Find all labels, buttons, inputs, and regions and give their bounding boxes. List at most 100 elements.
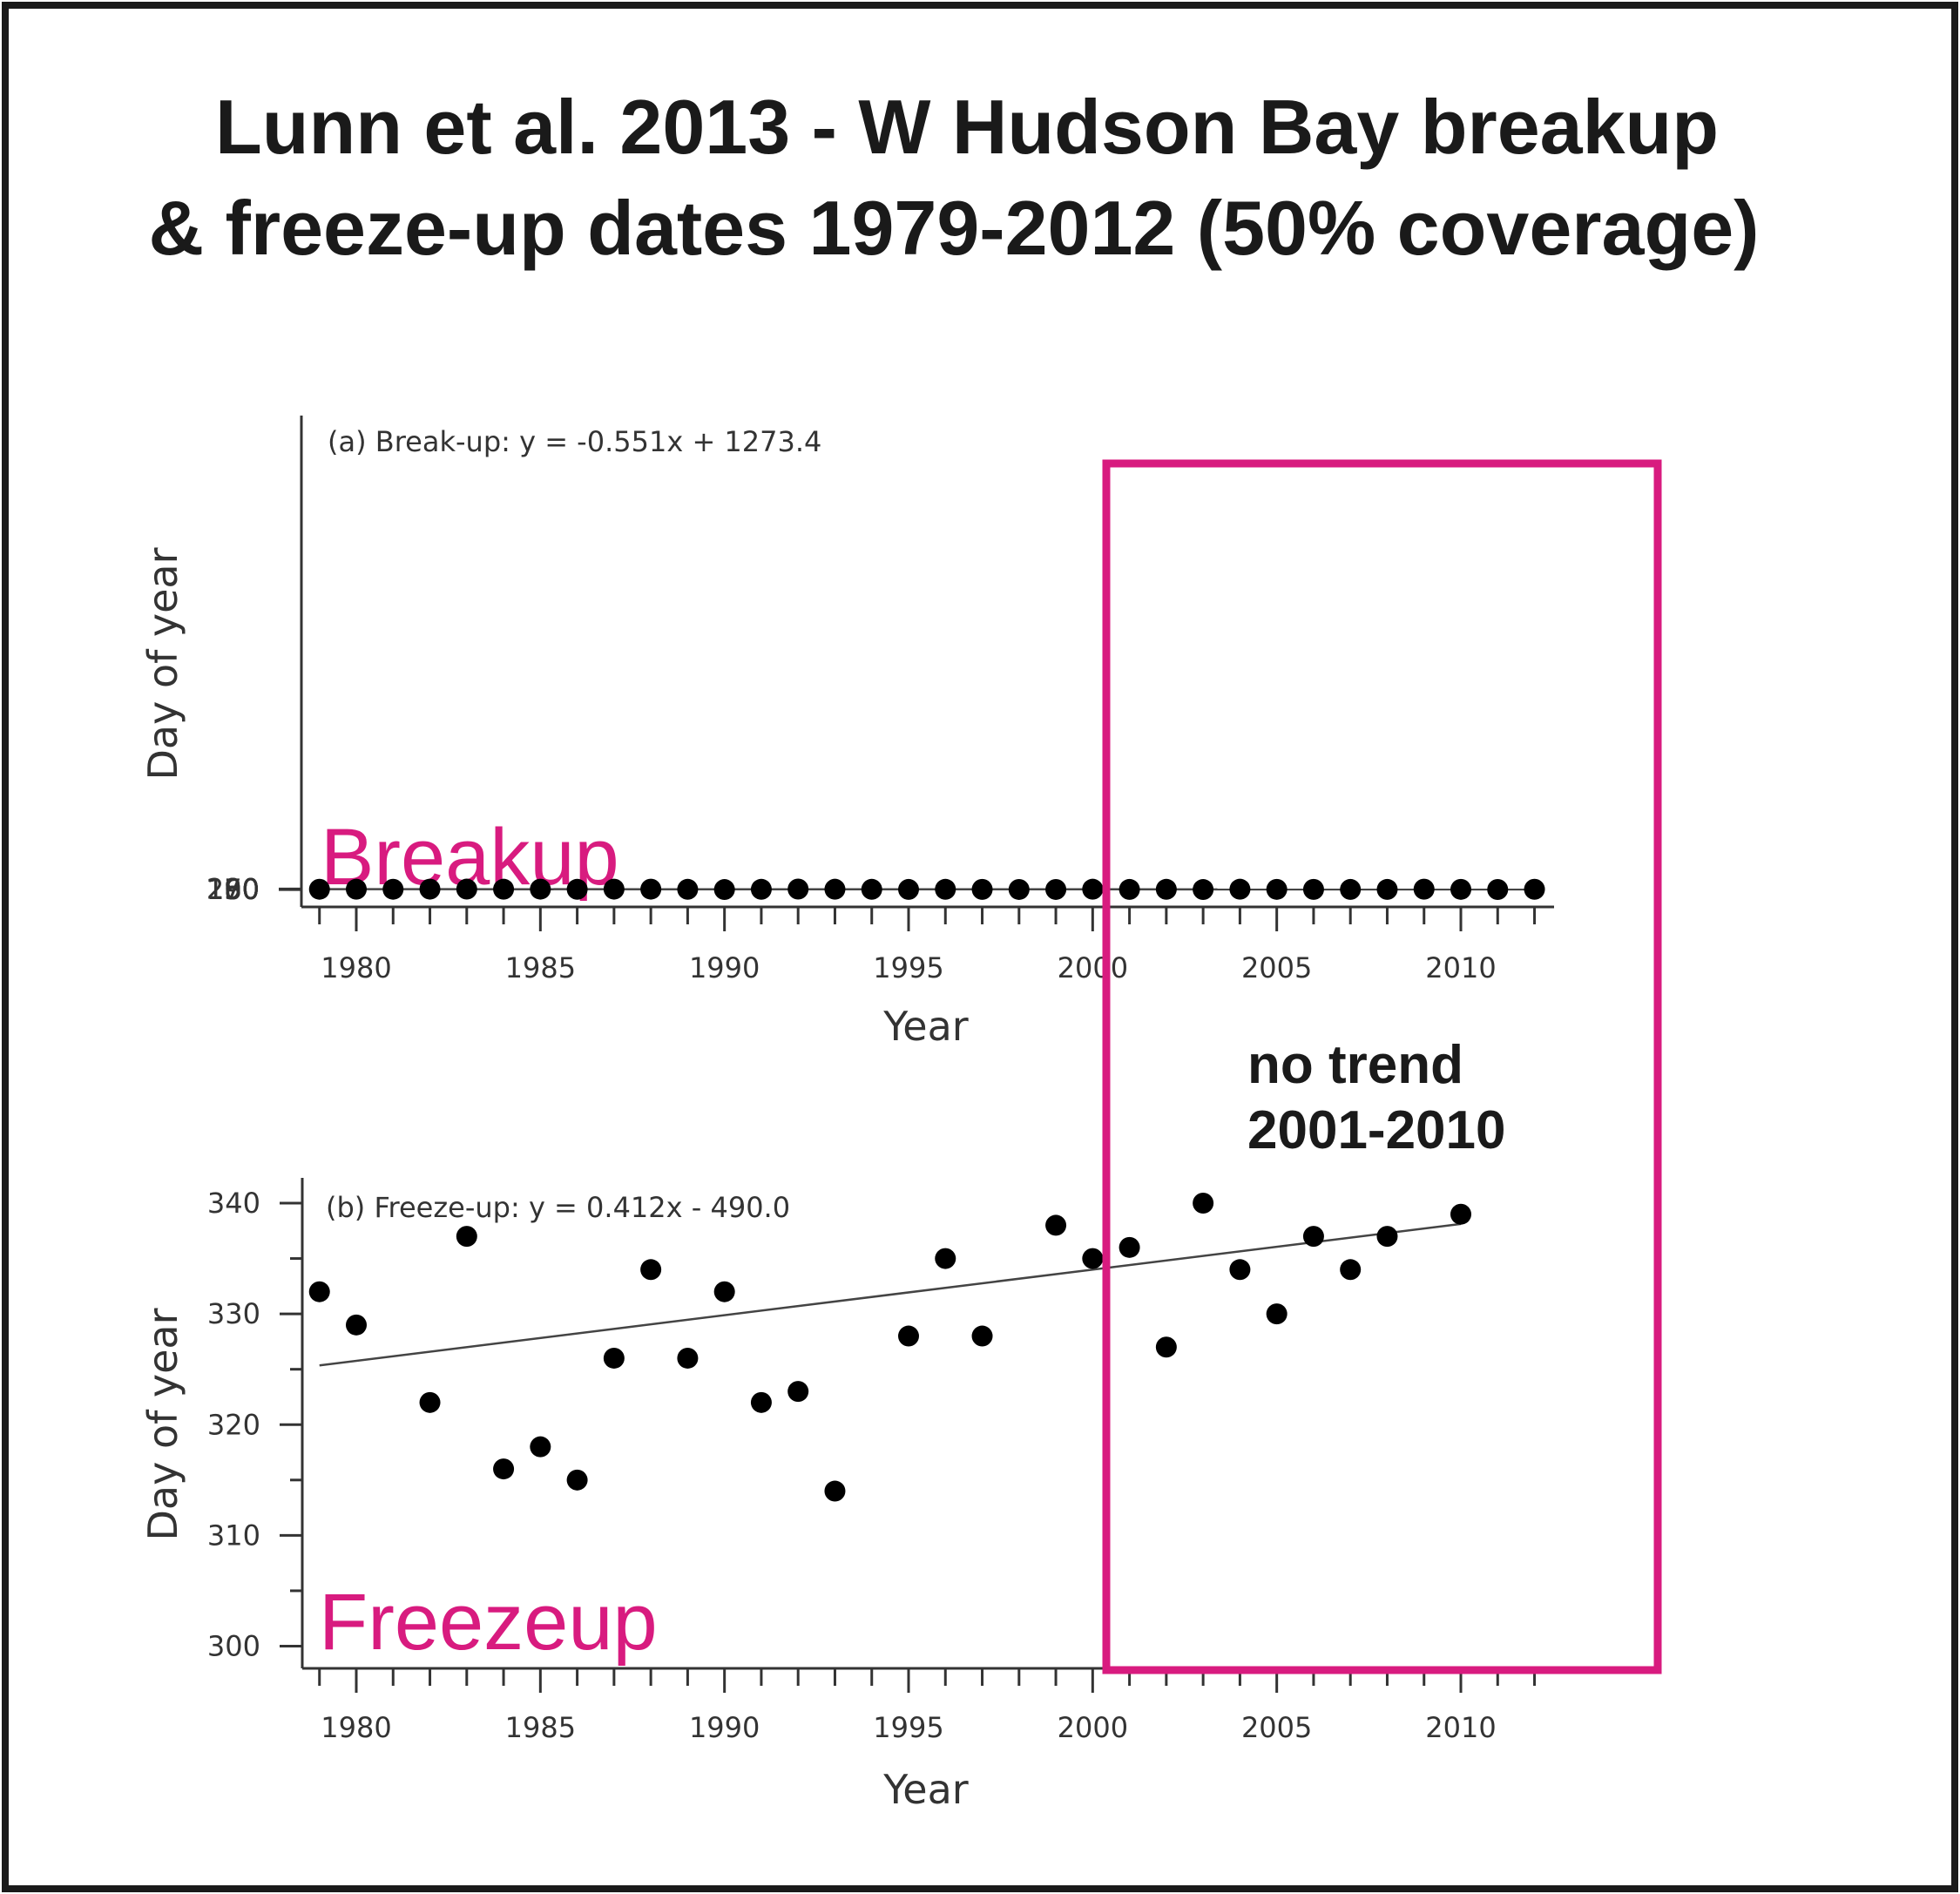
breakup-data-point bbox=[750, 878, 772, 900]
freezeup-data-point bbox=[640, 1259, 662, 1281]
freezeup-x-tick-label: 1990 bbox=[689, 1711, 760, 1744]
freezeup-data-point bbox=[1155, 1336, 1177, 1358]
breakup-y-tick-label: 170 bbox=[206, 873, 260, 906]
breakup-data-point bbox=[713, 879, 735, 901]
freezeup-x-tick-label: 1980 bbox=[321, 1711, 391, 1744]
breakup-data-point bbox=[1340, 878, 1362, 900]
breakup-data-point bbox=[1119, 878, 1140, 900]
freezeup-data-point bbox=[971, 1325, 993, 1347]
freezeup-x-tick-label: 2005 bbox=[1241, 1711, 1312, 1744]
freezeup-data-point bbox=[787, 1381, 809, 1403]
freezeup-data-point bbox=[1045, 1214, 1067, 1236]
freezeup-y-axis-label: Day of year bbox=[139, 1308, 186, 1540]
freezeup-y-tick-label: 330 bbox=[207, 1297, 260, 1330]
title-line-1: Lunn et al. 2013 - W Hudson Bay breakup bbox=[215, 84, 1719, 170]
breakup-data-point bbox=[566, 878, 588, 900]
freezeup-data-point bbox=[677, 1347, 699, 1369]
breakup-data-point bbox=[1082, 878, 1104, 900]
breakup-data-point bbox=[640, 878, 662, 900]
breakup-x-axis-label: Year bbox=[882, 1003, 968, 1050]
freezeup-data-point bbox=[1266, 1303, 1288, 1325]
breakup-y-tick-label: 150 bbox=[206, 873, 260, 906]
freezeup-data-point bbox=[1450, 1203, 1471, 1225]
freezeup-y-tick-label: 310 bbox=[207, 1519, 260, 1552]
freezeup-data-point bbox=[713, 1281, 735, 1302]
breakup-data-point bbox=[603, 878, 625, 900]
breakup-data-point bbox=[1376, 878, 1398, 900]
breakup-data-point bbox=[787, 878, 809, 900]
breakup-data-point bbox=[1487, 879, 1509, 901]
breakup-x-tick-label: 2005 bbox=[1241, 951, 1312, 984]
freezeup-data-point bbox=[1119, 1236, 1140, 1258]
freezeup-data-point bbox=[1376, 1226, 1398, 1248]
freezeup-data-point bbox=[603, 1347, 625, 1369]
breakup-data-point bbox=[971, 878, 993, 900]
freezeup-data-point bbox=[824, 1480, 846, 1502]
freezeup-data-point bbox=[935, 1248, 956, 1269]
breakup-y-tick-label: 200 bbox=[206, 872, 260, 905]
breakup-data-point bbox=[1450, 878, 1471, 900]
freezeup-y-tick-label: 320 bbox=[207, 1408, 260, 1441]
breakup-data-point bbox=[456, 878, 477, 900]
breakup-data-point bbox=[308, 878, 330, 900]
freezeup-data-point bbox=[750, 1391, 772, 1413]
freezeup-equation: (b) Freeze-up: y = 0.412x - 490.0 bbox=[326, 1191, 790, 1224]
title-line-2: & freeze-up dates 1979-2012 (50% coverag… bbox=[149, 185, 1760, 271]
freezeup-data-point bbox=[493, 1458, 515, 1480]
breakup-x-tick-label: 1995 bbox=[873, 951, 943, 984]
breakup-data-point bbox=[1229, 878, 1251, 900]
breakup-data-point bbox=[419, 878, 441, 900]
breakup-data-point bbox=[677, 878, 699, 900]
breakup-x-tick-label: 1990 bbox=[689, 951, 760, 984]
freezeup-data-point bbox=[419, 1391, 441, 1413]
breakup-data-point bbox=[382, 878, 404, 900]
breakup-data-point bbox=[1193, 879, 1214, 901]
freezeup-data-point bbox=[346, 1314, 367, 1336]
breakup-data-point bbox=[898, 878, 919, 900]
breakup-data-point bbox=[346, 878, 367, 900]
breakup-x-tick-label: 1985 bbox=[505, 951, 576, 984]
breakup-data-point bbox=[1302, 878, 1324, 900]
no-trend-period: 2001-2010 bbox=[1247, 1100, 1506, 1160]
freezeup-trend-line bbox=[319, 1222, 1462, 1367]
breakup-x-tick-label: 1980 bbox=[321, 951, 391, 984]
breakup-data-point bbox=[1155, 878, 1177, 900]
freezeup-data-point bbox=[1193, 1193, 1214, 1214]
breakup-data-point bbox=[1266, 878, 1288, 900]
freezeup-x-tick-label: 2010 bbox=[1425, 1711, 1496, 1744]
breakup-equation: (a) Break-up: y = -0.551x + 1273.4 bbox=[328, 425, 821, 458]
no-trend-label: no trend bbox=[1247, 1035, 1463, 1095]
freezeup-data-point bbox=[530, 1436, 551, 1458]
freezeup-y-tick-label: 340 bbox=[207, 1187, 260, 1220]
freezeup-data-point bbox=[1229, 1259, 1251, 1281]
freezeup-data-point bbox=[1302, 1226, 1324, 1248]
breakup-y-axis-label: Day of year bbox=[139, 547, 186, 780]
freezeup-chart: (b) Freeze-up: y = 0.412x - 490.0 Freeze… bbox=[139, 1178, 1554, 1813]
freezeup-panel-label: Freezeup bbox=[319, 1578, 658, 1667]
breakup-y-tick-label: 190 bbox=[206, 873, 260, 906]
breakup-chart: (a) Break-up: y = -0.551x + 1273.4 Break… bbox=[139, 416, 1554, 1050]
breakup-data-point bbox=[1524, 878, 1545, 900]
freezeup-data-point bbox=[566, 1469, 588, 1491]
freezeup-data-point bbox=[308, 1281, 330, 1302]
freezeup-x-axis-label: Year bbox=[882, 1766, 968, 1813]
freezeup-data-point bbox=[898, 1325, 919, 1347]
breakup-y-tick-label: 160 bbox=[206, 873, 260, 906]
breakup-data-point bbox=[493, 878, 515, 900]
freezeup-data-point bbox=[456, 1226, 477, 1248]
freezeup-data-point bbox=[1340, 1259, 1362, 1281]
freezeup-x-tick-label: 1995 bbox=[873, 1711, 943, 1744]
breakup-data-point bbox=[530, 878, 551, 900]
breakup-data-point bbox=[861, 878, 882, 900]
breakup-data-point bbox=[824, 878, 846, 900]
breakup-data-point bbox=[935, 878, 956, 900]
breakup-x-tick-label: 2010 bbox=[1425, 951, 1496, 984]
freezeup-x-tick-label: 1985 bbox=[505, 1711, 576, 1744]
no-trend-highlight-box bbox=[1102, 459, 1662, 1674]
freezeup-data-point bbox=[1082, 1248, 1104, 1269]
breakup-y-tick-label: 180 bbox=[206, 873, 260, 906]
freezeup-y-tick-label: 300 bbox=[207, 1630, 260, 1663]
breakup-data-point bbox=[1413, 878, 1435, 900]
